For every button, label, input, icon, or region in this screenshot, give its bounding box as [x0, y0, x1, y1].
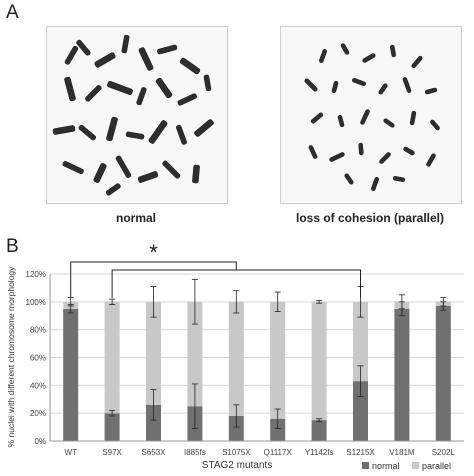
x-tick-label: S1075X	[222, 448, 251, 457]
legend-swatch-parallel	[412, 462, 419, 469]
x-tick-label: S653X	[141, 448, 166, 457]
x-axis-label: STAG2 mutants	[202, 460, 272, 471]
y-tick-label: 100%	[26, 298, 46, 307]
bar-parallel	[187, 301, 203, 407]
panel-b-letter: B	[6, 236, 19, 257]
significance-bracket-outer	[70, 261, 237, 298]
bar-parallel	[146, 301, 161, 405]
significance-star: *	[149, 240, 158, 265]
bar-normal	[270, 418, 286, 441]
y-tick-label: 40%	[30, 381, 46, 390]
chromosome-spread-normal	[52, 34, 214, 196]
bar-parallel	[228, 301, 244, 416]
bar-parallel	[353, 301, 368, 382]
bar-normal	[228, 415, 244, 441]
caption-normal: normal	[115, 211, 156, 225]
y-tick-label: 80%	[30, 326, 46, 335]
x-tick-label: I885fs	[184, 448, 206, 457]
legend-label-normal: normal	[372, 461, 400, 471]
bar-normal	[394, 308, 410, 441]
legend-swatch-normal	[362, 462, 369, 469]
y-tick-label: 20%	[30, 409, 46, 418]
x-tick-label: Y1142fs	[305, 448, 334, 457]
x-tick-label: Q1117X	[264, 448, 293, 457]
x-tick-label: S202L	[432, 448, 456, 457]
x-tick-label: WT	[64, 448, 77, 457]
bar-normal	[104, 413, 120, 441]
x-tick-label: S1215X	[346, 448, 375, 457]
bar-parallel	[270, 301, 286, 419]
y-tick-label: 60%	[30, 354, 46, 363]
chromosome-spread-parallel	[304, 43, 440, 191]
panel-a-letter: A	[6, 2, 19, 23]
bar-normal	[435, 306, 451, 441]
micrograph-loss-of-cohesion	[280, 26, 462, 204]
x-tick-label: V181M	[389, 448, 415, 457]
caption-loss-of-cohesion: loss of cohesion (parallel)	[295, 211, 445, 225]
y-tick-label: 120%	[26, 270, 46, 279]
y-tick-label: 0%	[34, 437, 46, 446]
bar-normal	[311, 420, 327, 441]
legend-label-parallel: parallel	[422, 461, 451, 471]
x-tick-label: S97X	[102, 448, 122, 457]
bar-parallel	[104, 301, 120, 414]
bar-normal	[353, 381, 368, 441]
significance-bracket-inner	[111, 269, 361, 298]
micrograph-normal	[46, 26, 228, 204]
bar-normal	[63, 308, 79, 441]
bar-parallel	[311, 301, 327, 421]
y-axis-label: % nuclei with different chromosome morph…	[6, 266, 16, 448]
bar-normal	[146, 404, 161, 441]
